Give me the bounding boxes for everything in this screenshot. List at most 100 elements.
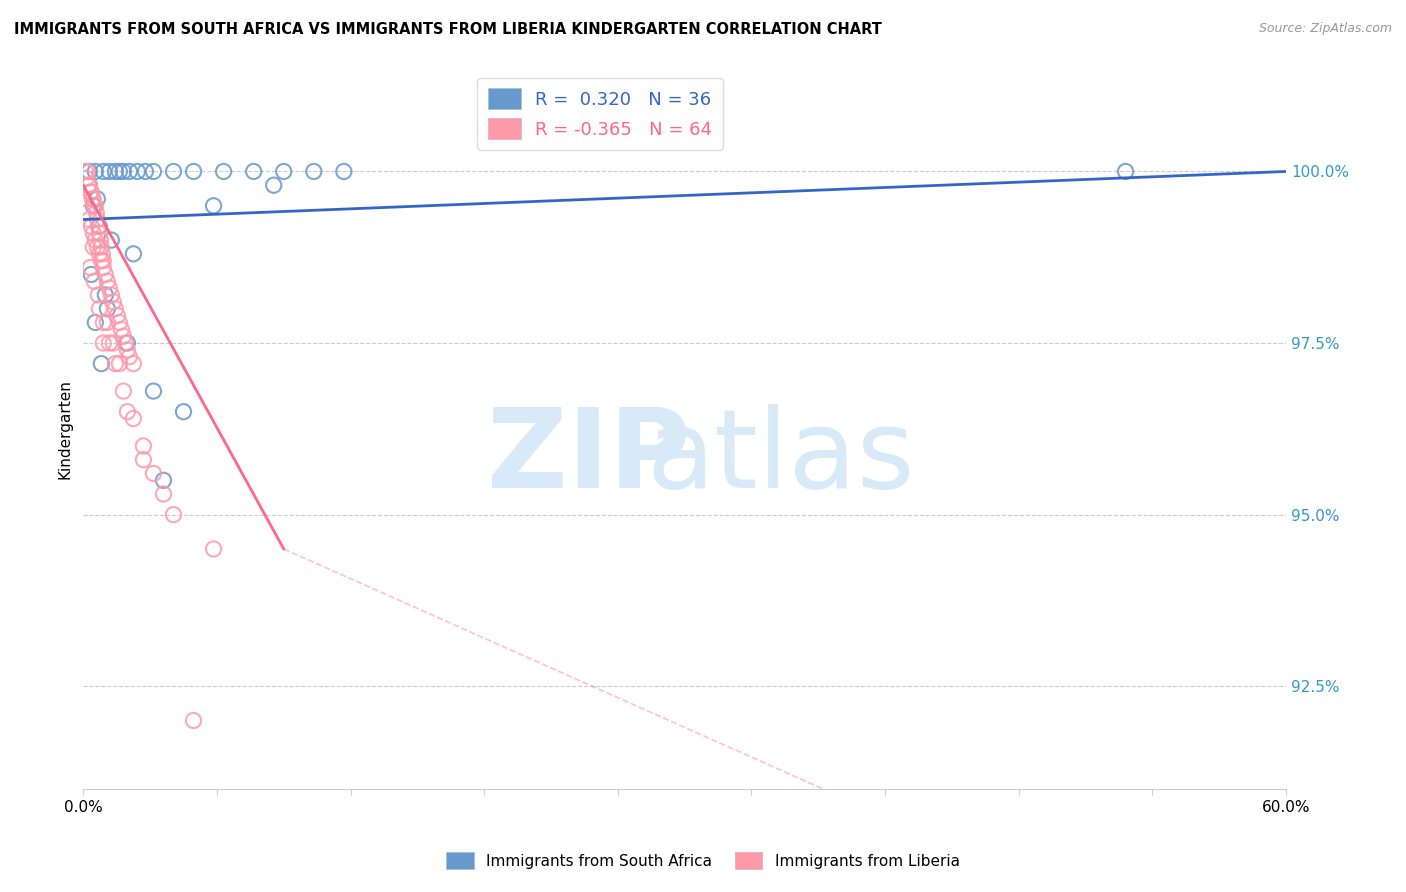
Point [84, 199, 107, 213]
Point [79, 178, 101, 193]
Point [104, 164, 127, 178]
Point [80, 185, 103, 199]
Legend: R =  0.320   N = 36, R = -0.365   N = 64: R = 0.320 N = 36, R = -0.365 N = 64 [477, 78, 723, 150]
Point [202, 541, 225, 556]
Point [89, 226, 111, 240]
Point [75, 171, 97, 186]
Point [162, 508, 184, 522]
Point [108, 315, 131, 329]
Point [103, 336, 125, 351]
Point [122, 411, 145, 425]
Text: ZIP: ZIP [486, 404, 690, 511]
Point [132, 439, 155, 453]
Point [91, 315, 114, 329]
Point [79, 212, 101, 227]
Point [90, 253, 112, 268]
Point [100, 233, 122, 247]
Point [91, 253, 114, 268]
Point [142, 467, 165, 481]
Point [89, 233, 111, 247]
Point [212, 164, 235, 178]
Point [84, 315, 107, 329]
Point [89, 301, 111, 316]
Point [104, 301, 127, 316]
Point [103, 294, 125, 309]
Point [82, 240, 104, 254]
Point [80, 219, 103, 234]
Point [98, 164, 121, 178]
Point [173, 405, 195, 419]
Point [94, 288, 117, 302]
Text: atlas: atlas [647, 404, 915, 511]
Point [112, 329, 135, 343]
Point [80, 268, 103, 282]
Point [202, 199, 225, 213]
Y-axis label: Kindergarten: Kindergarten [58, 379, 72, 479]
Point [77, 178, 100, 193]
Point [76, 164, 98, 178]
Point [100, 288, 122, 302]
Point [1115, 164, 1137, 178]
Point [79, 164, 101, 178]
Point [91, 336, 114, 351]
Point [183, 164, 205, 178]
Point [122, 357, 145, 371]
Point [96, 315, 118, 329]
Point [117, 405, 139, 419]
Point [104, 357, 127, 371]
Point [79, 260, 101, 275]
Point [96, 274, 118, 288]
Point [108, 164, 131, 178]
Point [96, 301, 118, 316]
Point [118, 164, 141, 178]
Point [152, 473, 174, 487]
Point [127, 164, 149, 178]
Point [79, 178, 101, 193]
Point [83, 199, 105, 213]
Legend: Immigrants from South Africa, Immigrants from Liberia: Immigrants from South Africa, Immigrants… [440, 846, 966, 875]
Point [112, 384, 135, 398]
Point [118, 350, 141, 364]
Point [86, 212, 108, 227]
Point [142, 384, 165, 398]
Text: Source: ZipAtlas.com: Source: ZipAtlas.com [1258, 22, 1392, 36]
Point [112, 164, 135, 178]
Point [152, 487, 174, 501]
Point [91, 260, 114, 275]
Point [263, 178, 285, 193]
Point [82, 199, 104, 213]
Point [89, 247, 111, 261]
Point [79, 185, 101, 199]
Point [87, 219, 110, 234]
Point [84, 233, 107, 247]
Point [90, 357, 112, 371]
Point [98, 336, 121, 351]
Point [89, 219, 111, 234]
Point [134, 164, 156, 178]
Point [132, 452, 155, 467]
Point [162, 164, 184, 178]
Point [117, 343, 139, 357]
Point [302, 164, 325, 178]
Point [82, 192, 104, 206]
Point [108, 357, 131, 371]
Point [91, 164, 114, 178]
Point [75, 164, 97, 178]
Point [83, 274, 105, 288]
Point [142, 164, 165, 178]
Point [84, 164, 107, 178]
Point [86, 205, 108, 219]
Point [86, 192, 108, 206]
Point [333, 164, 356, 178]
Point [117, 336, 139, 351]
Point [114, 336, 136, 351]
Point [82, 226, 104, 240]
Point [110, 322, 132, 336]
Point [98, 281, 121, 295]
Text: IMMIGRANTS FROM SOUTH AFRICA VS IMMIGRANTS FROM LIBERIA KINDERGARTEN CORRELATION: IMMIGRANTS FROM SOUTH AFRICA VS IMMIGRAN… [14, 22, 882, 37]
Point [87, 288, 110, 302]
Point [242, 164, 264, 178]
Point [183, 714, 205, 728]
Point [82, 192, 104, 206]
Point [90, 240, 112, 254]
